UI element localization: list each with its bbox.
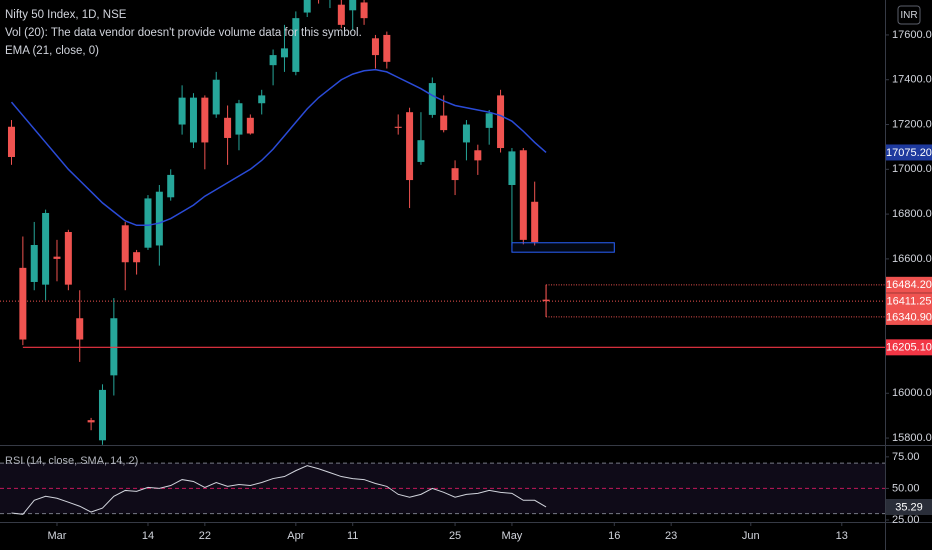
y-tick-label: 15800.00	[892, 432, 932, 444]
candle-body	[201, 97, 209, 143]
price-label: 17075.20	[886, 147, 932, 159]
rsi-pane	[0, 462, 885, 515]
candle-body	[417, 140, 425, 162]
x-tick-label: 23	[665, 530, 677, 542]
candle-body	[167, 174, 175, 198]
rsi-tick-label: 50.00	[892, 482, 920, 494]
candle-body	[349, 0, 357, 11]
rsi-title: RSI (14, close, SMA, 14, 2)	[5, 455, 138, 467]
candle-body	[440, 115, 448, 131]
price-label-box	[886, 308, 932, 325]
x-tick-label: Mar	[48, 530, 67, 542]
candle-body	[235, 103, 243, 135]
candle-body	[98, 389, 106, 441]
price-label: 16484.20	[886, 279, 932, 291]
candle-body	[406, 112, 414, 181]
ema-legend: EMA (21, close, 0)	[5, 45, 99, 57]
candle-body	[30, 245, 38, 282]
candle-body	[280, 48, 288, 58]
candle-body	[19, 267, 27, 340]
candle-body	[497, 95, 505, 149]
x-tick-label: 22	[199, 530, 211, 542]
x-tick-label: 14	[142, 530, 154, 542]
candle-body	[53, 256, 61, 259]
candle-body	[144, 198, 152, 248]
candle-body	[519, 150, 527, 240]
rsi-line	[11, 465, 547, 515]
candle-body	[303, 0, 311, 13]
x-tick-label: Jun	[742, 530, 760, 542]
candle-body	[508, 151, 516, 185]
rsi-value-label: 35.29	[895, 501, 923, 513]
drawn-rectangle	[511, 242, 615, 253]
candle-body	[258, 95, 266, 104]
price-label: 16411.25	[886, 296, 931, 308]
y-tick-label: 16800.00	[892, 208, 932, 220]
y-tick-label: 17000.00	[892, 163, 932, 175]
candle-body	[7, 126, 15, 157]
candle-body	[133, 252, 141, 263]
candle-body	[337, 4, 345, 25]
labels: Nifty 50 Index, 1D, NSE Vol (20): The da…	[5, 5, 921, 467]
candle-body	[531, 201, 539, 243]
candle-body	[121, 225, 129, 263]
price-pane	[0, 0, 885, 445]
price-label-box	[886, 293, 932, 310]
candle-body	[474, 150, 482, 161]
currency-badge[interactable]	[897, 5, 921, 25]
x-tick-label: 16	[608, 530, 620, 542]
candle-body	[269, 55, 277, 66]
x-tick-label: 25	[449, 530, 461, 542]
candle-body	[451, 168, 459, 181]
candle-body	[428, 83, 436, 115]
y-tick-label: 16600.00	[892, 253, 932, 265]
price-label-box	[886, 339, 932, 356]
x-tick-label: 11	[347, 530, 358, 542]
candle-body	[224, 117, 232, 138]
y-tick-label: 17200.00	[892, 118, 932, 130]
candle-body	[292, 18, 300, 72]
candle-body	[87, 420, 95, 423]
price-label-box	[886, 276, 932, 293]
candle-body	[189, 97, 197, 143]
symbol-title: Nifty 50 Index, 1D, NSE	[5, 9, 127, 21]
candle-body	[64, 232, 72, 285]
x-tick-label: May	[502, 530, 523, 542]
y-tick-label: 16000.00	[892, 387, 932, 399]
y-tick-label: 17400.00	[892, 74, 932, 86]
x-tick-label: 13	[836, 530, 848, 542]
candle-body	[394, 126, 402, 128]
candle-body	[485, 113, 493, 128]
price-label: 16205.10	[886, 342, 932, 354]
price-label-box	[886, 144, 932, 161]
candle-body	[246, 117, 254, 134]
currency: INR	[900, 10, 917, 21]
candle-body	[371, 38, 379, 56]
candle-body	[178, 97, 186, 125]
candle-body	[42, 212, 50, 285]
candle-body	[155, 191, 163, 246]
price-label: 16340.90	[886, 311, 932, 323]
candle-body	[383, 34, 391, 62]
y-tick-label: 17600.00	[892, 29, 932, 41]
candle-body	[76, 318, 84, 340]
candle-body	[212, 79, 220, 115]
rsi-tick-label: 75.00	[892, 451, 920, 463]
candle-body	[360, 2, 368, 19]
ema-line	[10, 68, 547, 227]
volume-note: Vol (20): The data vendor doesn't provid…	[5, 27, 362, 39]
rsi-tick-label: 25.00	[892, 514, 920, 526]
candle-body	[462, 124, 470, 143]
x-tick-label: Apr	[287, 530, 304, 542]
rsi-value-box	[886, 498, 932, 515]
